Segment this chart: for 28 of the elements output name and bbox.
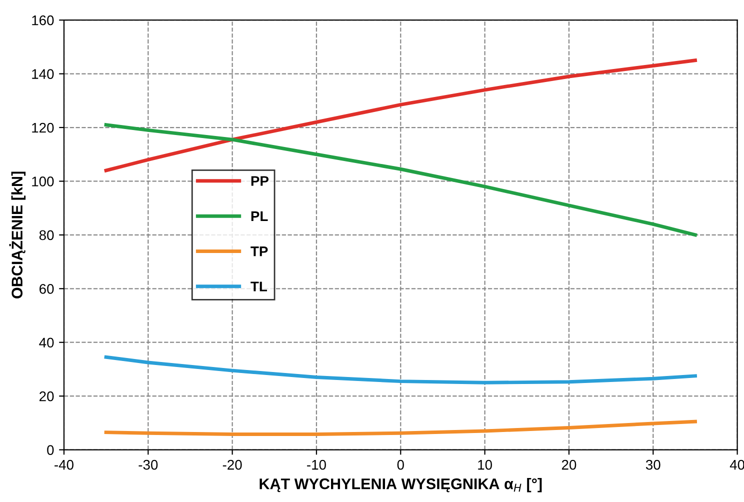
x-tick-label: 10 — [478, 460, 492, 470]
line-series — [104, 355, 697, 384]
y-tick-label: 120 — [32, 122, 54, 133]
x-tick-label: -10 — [307, 460, 326, 470]
y-tick-label: 60 — [40, 284, 54, 294]
x-tick-label: 0 — [397, 460, 404, 470]
x-tick-label: 40 — [730, 460, 744, 470]
y-tick-label: 140 — [32, 69, 54, 79]
x-tick-label: -40 — [54, 460, 74, 470]
x-tick-label: -20 — [222, 460, 242, 470]
y-tick-label: 160 — [32, 15, 54, 26]
line-series — [104, 58, 697, 172]
y-tick-label: 80 — [39, 230, 54, 240]
line-series — [104, 420, 697, 436]
y-tick-label: 40 — [39, 338, 54, 348]
x-tick-label: 30 — [646, 460, 660, 470]
y-tick-label: 20 — [40, 391, 54, 402]
legend-label: PL — [251, 211, 268, 221]
legend-label: TL — [250, 282, 267, 292]
x-tick-label: -30 — [138, 460, 158, 470]
y-axis-title: OBCIĄŻENIE [kN] — [9, 172, 26, 298]
legend-label: PP — [251, 176, 269, 186]
y-tick-label: 100 — [32, 176, 54, 186]
line-series — [104, 123, 697, 237]
x-axis-title: KĄT WYCHYLENIA WYSIĘGNIKA α$_{H}$ [°] — [260, 478, 542, 492]
x-tick-label: 20 — [562, 460, 576, 470]
legend-label: TP — [250, 246, 268, 256]
y-tick-label: 0 — [47, 445, 54, 455]
